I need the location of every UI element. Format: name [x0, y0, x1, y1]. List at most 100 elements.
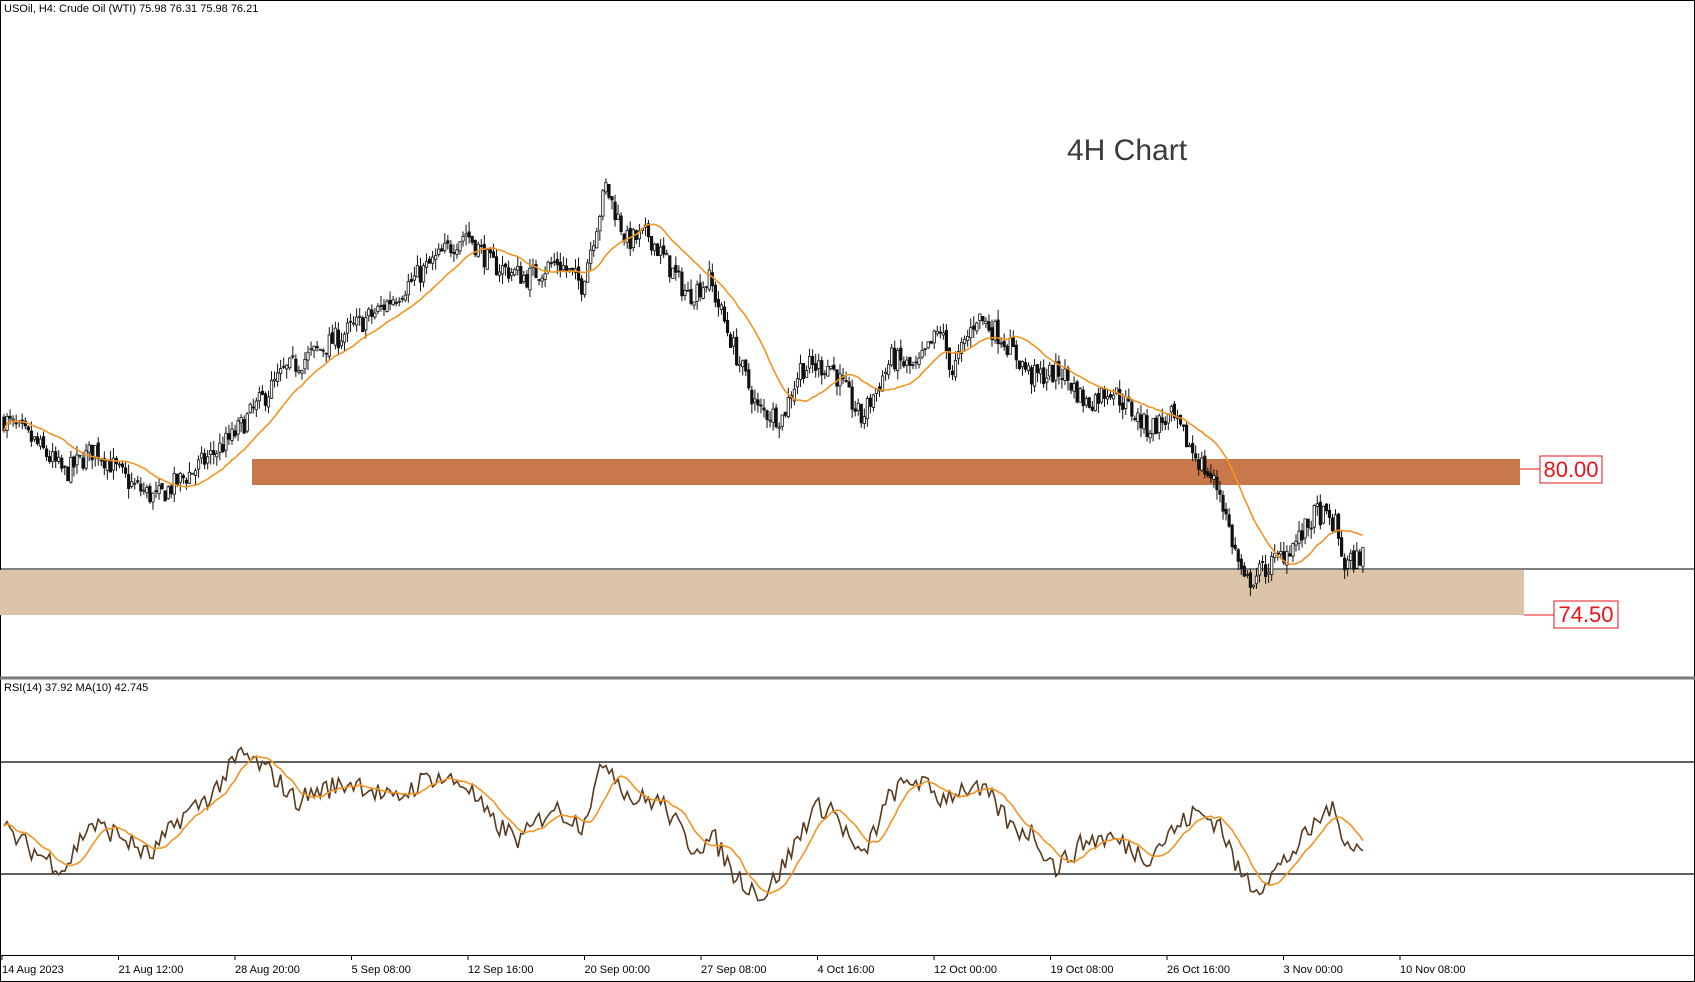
candle-body — [1160, 417, 1164, 424]
candle-body — [1343, 557, 1347, 571]
candle-body — [263, 393, 268, 406]
candle-body — [947, 347, 952, 370]
candle-body — [239, 416, 243, 424]
rsi-ma-line — [3, 755, 1364, 895]
candle-body — [227, 433, 231, 440]
candle-body — [932, 330, 936, 344]
candle-body — [1358, 551, 1362, 566]
candle-body — [580, 278, 584, 295]
candle-body — [1139, 414, 1143, 429]
candle-body — [753, 398, 757, 403]
candle-body — [266, 396, 271, 408]
x-tick-label: 12 Oct 00:00 — [934, 964, 997, 976]
candle-body — [652, 243, 657, 252]
candle-body — [1264, 564, 1268, 577]
candle-body — [1087, 397, 1091, 408]
candle-body — [51, 451, 55, 463]
candle-body — [938, 331, 942, 334]
candle-body — [1032, 364, 1037, 387]
candle-body — [1069, 382, 1073, 391]
candle-body — [437, 248, 441, 255]
candle-body — [358, 315, 362, 318]
candle-body — [738, 363, 742, 367]
candle-body — [598, 216, 602, 232]
candle-body — [1355, 550, 1359, 569]
candle-body — [154, 490, 158, 493]
x-tick-label: 5 Sep 08:00 — [352, 964, 411, 976]
candle-body — [1251, 584, 1256, 588]
candle-body — [412, 275, 417, 281]
candle-body — [1330, 517, 1335, 532]
candle-body — [917, 357, 921, 365]
candle-body — [908, 356, 912, 366]
candle-body — [993, 320, 997, 341]
candle-body — [148, 485, 152, 503]
candle-body — [78, 454, 82, 457]
candle-body — [1215, 476, 1219, 491]
candle-body — [607, 183, 611, 198]
candle-body — [1254, 575, 1259, 585]
candle-body — [722, 306, 727, 322]
x-tick-label: 28 Aug 20:00 — [235, 964, 300, 976]
candle-body — [613, 201, 617, 221]
candle-body — [1078, 388, 1082, 403]
candle-body — [443, 242, 447, 251]
candle-body — [762, 407, 766, 411]
candle-body — [427, 258, 432, 264]
candle-body — [321, 349, 325, 352]
candle-body — [458, 241, 462, 252]
candle-body — [117, 463, 122, 466]
candle-body — [777, 426, 781, 429]
candle-body — [479, 244, 483, 247]
candle-body — [656, 243, 660, 257]
candle-body — [424, 261, 429, 268]
candle-body — [1136, 412, 1140, 423]
candle-body — [1361, 547, 1365, 568]
candle-body — [96, 442, 100, 460]
candle-body — [75, 454, 79, 466]
candle-body — [844, 379, 848, 382]
candle-body — [1336, 513, 1341, 539]
candle-body — [1008, 338, 1012, 355]
candle-body — [1181, 424, 1186, 427]
candle-body — [747, 369, 751, 389]
candle-body — [403, 294, 407, 301]
candle-body — [124, 467, 128, 474]
candle-body — [1200, 457, 1204, 471]
rsi-header: RSI(14) 37.92 MA(10) 42.745 — [4, 682, 148, 694]
candle-body — [732, 337, 736, 347]
candle-body — [1084, 398, 1088, 406]
candle-body — [893, 347, 897, 370]
candle-body — [1005, 345, 1009, 356]
candle-body — [212, 450, 216, 455]
candle-body — [455, 249, 459, 255]
candle-body — [540, 277, 544, 282]
candle-body — [689, 288, 693, 304]
support-zone-7450 — [0, 570, 1524, 615]
candle-body — [899, 347, 903, 361]
candle-body — [142, 489, 146, 492]
candle-body — [120, 463, 125, 468]
candle-body — [513, 268, 517, 276]
candle-body — [941, 332, 945, 336]
candle-body — [48, 456, 52, 462]
candle-body — [26, 426, 30, 431]
candle-body — [315, 346, 319, 349]
candle-body — [1291, 543, 1295, 557]
candle-body — [929, 340, 933, 344]
candle-body — [1118, 389, 1122, 406]
x-tick-label: 21 Aug 12:00 — [119, 964, 184, 976]
candle-body — [1300, 530, 1304, 541]
candle-body — [251, 406, 255, 409]
chart-annotation-title: 4H Chart — [1067, 134, 1188, 167]
candle-body — [236, 420, 240, 435]
candle-body — [896, 350, 900, 371]
candle-body — [1236, 549, 1240, 562]
level-80-label: 80.00 — [1543, 457, 1598, 482]
candle-body — [446, 240, 450, 244]
candle-body — [1282, 551, 1286, 564]
candle-body — [713, 284, 717, 303]
candle-body — [1178, 414, 1183, 425]
rsi-line — [3, 746, 1364, 902]
candle-body — [84, 450, 88, 469]
